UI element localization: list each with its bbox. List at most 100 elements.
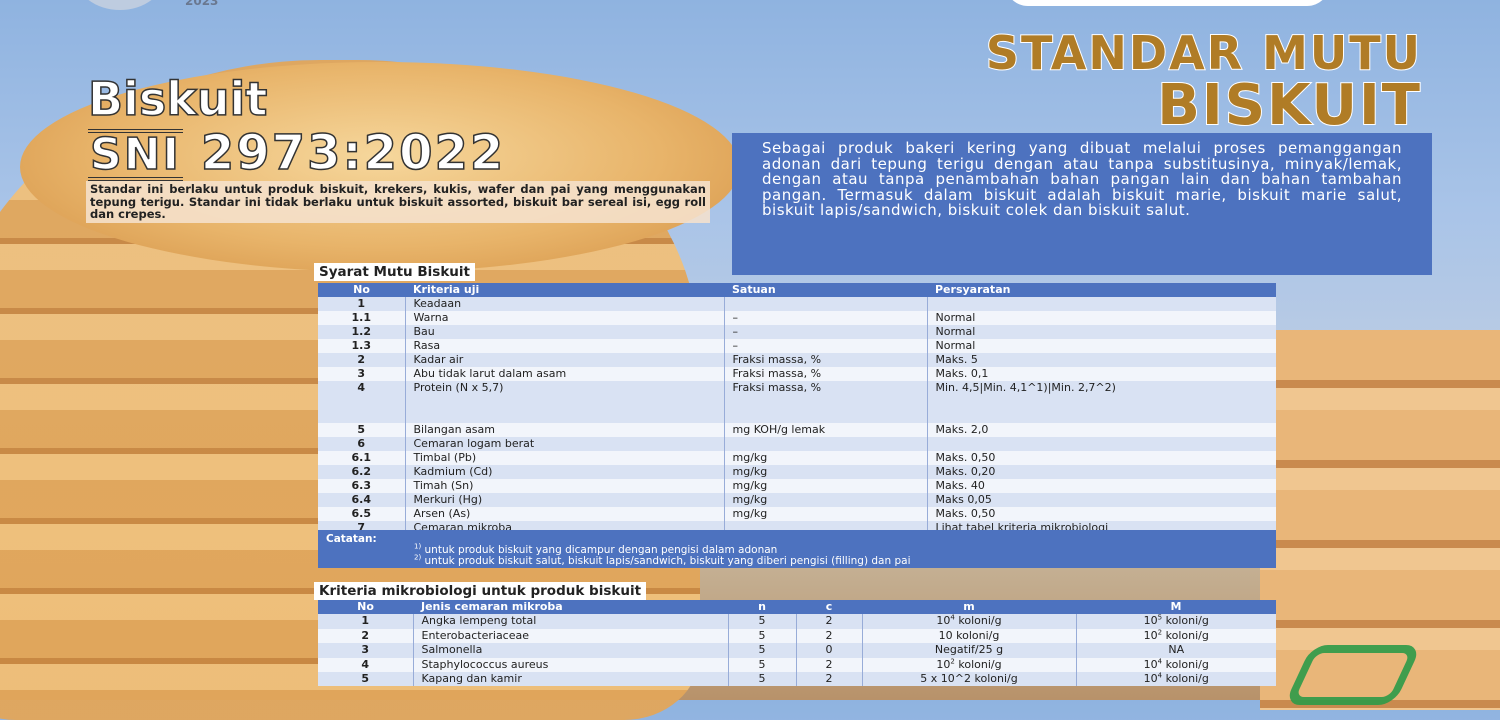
title-line-2: BISKUIT xyxy=(1156,73,1422,138)
column-header: m xyxy=(862,600,1076,615)
table-cell: 1.2 xyxy=(318,325,405,339)
table-cell: Abu tidak larut dalam asam xyxy=(404,367,724,381)
table-cell: mg/kg xyxy=(723,507,927,521)
table-cell: Timah (Sn) xyxy=(404,479,724,493)
table-cell: 1 xyxy=(318,297,405,311)
table-cell: Normal xyxy=(926,311,1276,325)
table-cell: 6.2 xyxy=(318,465,405,479)
column-header: n xyxy=(728,600,796,615)
table-cell: 2 xyxy=(795,671,862,687)
table-cell: Maks. 0,50 xyxy=(926,451,1276,465)
table-cell: 6.4 xyxy=(318,493,405,507)
table-cell: 1.1 xyxy=(318,311,405,325)
table-cell: Maks. 5 xyxy=(926,353,1276,367)
table-cell: Fraksi massa, % xyxy=(723,353,927,367)
title-line-1: STANDAR MUTU xyxy=(985,26,1422,80)
table-cell: 10 koloni/g xyxy=(861,628,1076,644)
column-header: Kriteria uji xyxy=(405,283,724,297)
description-box: Sebagai produk bakeri kering yang dibuat… xyxy=(732,133,1432,275)
table-cell: 104 koloni/g xyxy=(861,614,1076,629)
table-cell: 5 xyxy=(727,614,796,629)
sni-number: 2973:2022 xyxy=(200,124,506,182)
notes-label: Catatan: xyxy=(326,533,377,545)
table-cell: 2 xyxy=(318,353,405,367)
table-row: 6 Cemaran logam berat xyxy=(318,437,1276,451)
right-biscuit-image xyxy=(1260,330,1500,710)
table-cell: 4 xyxy=(318,657,413,672)
product-name: Biskuit xyxy=(87,71,268,127)
micro-table: No Jenis cemaran mikroba n c m M 1 Angka lempen… xyxy=(318,600,1276,687)
table-cell: 102 koloni/g xyxy=(861,657,1076,672)
sni-heading: SNI 2973:2022 xyxy=(88,124,506,182)
table-cell: 104 koloni/g xyxy=(1075,657,1276,672)
table-cell: 104 koloni/g xyxy=(1075,672,1276,687)
notes-box: Catatan: 1) untuk produk biskuit yang di… xyxy=(318,530,1276,568)
table-cell: Salmonella xyxy=(412,643,728,658)
table-cell: 6.1 xyxy=(318,451,405,465)
table-cell: 5 xyxy=(727,657,796,672)
table-cell: 5 xyxy=(318,423,405,437)
column-header: No xyxy=(318,600,413,615)
table-cell: 5 x 10^2 koloni/g xyxy=(861,671,1076,687)
table-cell: 102 koloni/g xyxy=(1075,629,1276,644)
table-cell: – xyxy=(723,311,927,325)
table-row: 6.3 Timah (Sn) mg/kg Maks. 40 xyxy=(318,479,1276,493)
table-cell: Warna xyxy=(404,311,724,325)
table-cell: 6.5 xyxy=(318,507,405,521)
table-row: 4 Protein (N x 5,7) Fraksi massa, % Min. 4,… xyxy=(318,381,1276,423)
table-cell: mg/kg xyxy=(723,465,927,479)
table-cell: 2 xyxy=(795,628,862,644)
table-cell: mg/kg xyxy=(723,479,927,493)
year-label: 2023 xyxy=(185,0,219,8)
table-row: 6.4 Merkuri (Hg) mg/kg Maks 0,05 xyxy=(318,493,1276,507)
table-cell: Normal xyxy=(926,339,1276,353)
table-cell: 2 xyxy=(318,628,413,644)
table-cell: mg/kg xyxy=(723,493,927,507)
table-row: 3 Salmonella 5 0 Negatif/25 g NA xyxy=(318,643,1276,658)
sni-logo: SNI xyxy=(88,129,183,181)
table-cell: 1 xyxy=(318,614,413,629)
scope-text: Standar ini berlaku untuk produk biskuit… xyxy=(86,181,710,223)
table-cell: Rasa xyxy=(404,339,724,353)
table-cell: Cemaran logam berat xyxy=(404,437,724,451)
table-cell: 3 xyxy=(318,643,413,658)
table-cell: 5 xyxy=(727,643,796,658)
table-row: 1.1 Warna – Normal xyxy=(318,311,1276,325)
table-cell: 5 xyxy=(318,671,413,687)
table-cell: Maks. 0,1 xyxy=(926,367,1276,381)
column-header: Jenis cemaran mikroba xyxy=(413,600,728,615)
table-row: 4 Staphylococcus aureus 5 2 102 koloni/g 104 … xyxy=(318,657,1276,672)
table-cell: Arsen (As) xyxy=(404,507,724,521)
table-row: 5 Kapang dan kamir 5 2 5 x 10^2 koloni/g 104 … xyxy=(318,671,1276,687)
table-cell: 6 xyxy=(318,437,405,451)
table-cell: – xyxy=(723,339,927,353)
table-cell: 105 koloni/g xyxy=(1075,614,1276,629)
table-row: 1 Keadaan xyxy=(318,297,1276,311)
table-cell xyxy=(926,297,1276,311)
table-cell: Kadmium (Cd) xyxy=(404,465,724,479)
table-cell: 5 xyxy=(727,628,796,644)
table-cell: Protein (N x 5,7) xyxy=(404,381,724,423)
micro-table-title: Kriteria mikrobiologi untuk produk bisku… xyxy=(314,582,647,600)
table-cell: mg/kg xyxy=(723,451,927,465)
table-cell: Bau xyxy=(404,325,724,339)
organization-logo xyxy=(75,0,165,10)
table-cell: Normal xyxy=(926,325,1276,339)
table-cell: Staphylococcus aureus xyxy=(412,657,728,672)
table-cell: Merkuri (Hg) xyxy=(404,493,724,507)
quality-table: No Kriteria uji Satuan Persyaratan 1 Keadaan 1… xyxy=(318,283,1276,535)
table-cell: 1.3 xyxy=(318,339,405,353)
table-row: 5 Bilangan asam mg KOH/g lemak Maks. 2,0 xyxy=(318,423,1276,437)
table-cell: 2 xyxy=(795,657,862,672)
top-biscuit-image xyxy=(20,62,740,272)
table-cell: 0 xyxy=(795,643,862,658)
quality-table-title: Syarat Mutu Biskuit xyxy=(314,263,475,281)
table-cell: NA xyxy=(1075,643,1276,658)
column-header: No xyxy=(318,283,405,297)
column-header: Persyaratan xyxy=(927,283,1276,297)
table-cell: 4 xyxy=(318,381,405,423)
table-cell: Maks 0,05 xyxy=(926,493,1276,507)
table-cell: Bilangan asam xyxy=(404,423,724,437)
table-row: 6.5 Arsen (As) mg/kg Maks. 0,50 xyxy=(318,507,1276,521)
top-banner xyxy=(1005,0,1330,6)
